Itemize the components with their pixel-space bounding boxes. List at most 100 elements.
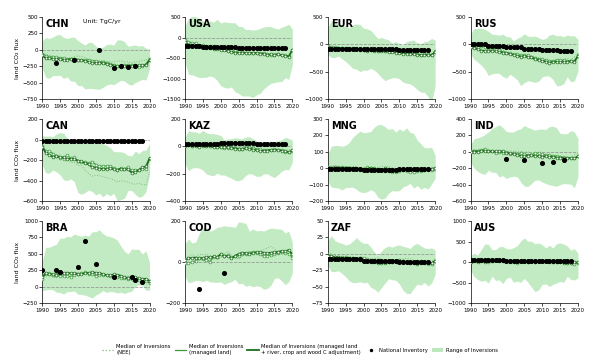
Point [323,46,332,52]
Text: BRA: BRA [45,224,68,233]
Point [212,44,222,50]
Point [406,259,415,265]
Point [230,44,240,50]
Point [466,257,475,263]
Point [137,138,147,144]
Point [384,46,394,52]
Point [406,166,415,172]
Point [523,258,533,264]
Point [70,138,79,144]
Point [566,258,575,264]
Point [562,48,572,54]
Point [341,166,350,172]
Point [134,138,143,144]
Text: COD: COD [188,224,212,233]
Point [80,138,90,144]
Text: Unit: TgC/yr: Unit: TgC/yr [83,19,121,24]
Point [366,167,376,173]
Text: CAN: CAN [45,121,68,131]
Point [227,44,236,50]
Point [80,238,90,244]
Point [373,46,383,52]
Point [205,141,215,147]
Point [227,140,236,146]
Point [55,138,65,144]
Point [566,48,575,54]
Point [509,44,518,50]
Point [191,141,200,147]
Point [73,264,83,270]
Point [502,258,511,264]
Point [509,258,518,264]
Point [91,261,101,267]
Point [202,141,211,147]
Legend: Median of Inversions
(NEE), Median of Inversions
(managed land), Median of Inver: Median of Inversions (NEE), Median of In… [100,342,500,357]
Point [326,166,336,172]
Point [130,138,140,144]
Point [109,274,119,280]
Point [334,46,343,52]
Point [223,140,233,146]
Point [337,256,347,262]
Point [373,167,383,173]
Point [380,167,390,173]
Point [473,42,482,48]
Point [202,44,211,50]
Point [359,46,368,52]
Y-axis label: land CO₂ flux: land CO₂ flux [15,140,20,181]
Text: USA: USA [188,19,211,30]
Point [388,258,397,264]
Point [216,140,226,146]
Point [476,257,486,263]
Point [337,166,347,172]
Point [359,258,368,264]
Point [123,138,133,144]
Point [534,46,544,52]
Point [280,141,290,147]
Point [377,167,386,173]
Point [552,258,562,264]
Point [277,141,286,147]
Point [130,278,140,283]
Point [187,141,197,147]
Point [359,167,368,173]
Point [484,257,493,263]
Point [344,166,354,172]
Point [198,141,208,147]
Point [341,46,350,52]
Point [498,257,508,263]
Point [130,63,140,69]
Point [98,138,108,144]
Point [280,45,290,50]
Point [466,42,475,48]
Point [348,46,358,52]
Point [273,45,283,50]
Text: RUS: RUS [474,19,496,30]
Point [209,141,218,147]
Point [323,166,332,172]
Point [502,156,511,161]
Point [469,42,479,48]
Point [388,167,397,173]
Point [523,46,533,52]
Point [395,166,404,172]
Point [37,267,47,273]
Point [380,258,390,264]
Point [344,46,354,52]
Point [362,167,372,173]
Point [402,259,412,265]
Point [548,159,558,165]
Point [248,45,258,50]
Point [355,46,365,52]
Point [52,267,61,273]
Point [548,258,558,264]
Point [352,166,361,172]
Point [512,258,522,264]
Point [109,138,119,144]
Point [91,138,101,144]
Point [423,47,433,53]
Point [520,157,529,163]
Point [223,44,233,50]
Point [66,138,76,144]
Point [234,140,244,146]
